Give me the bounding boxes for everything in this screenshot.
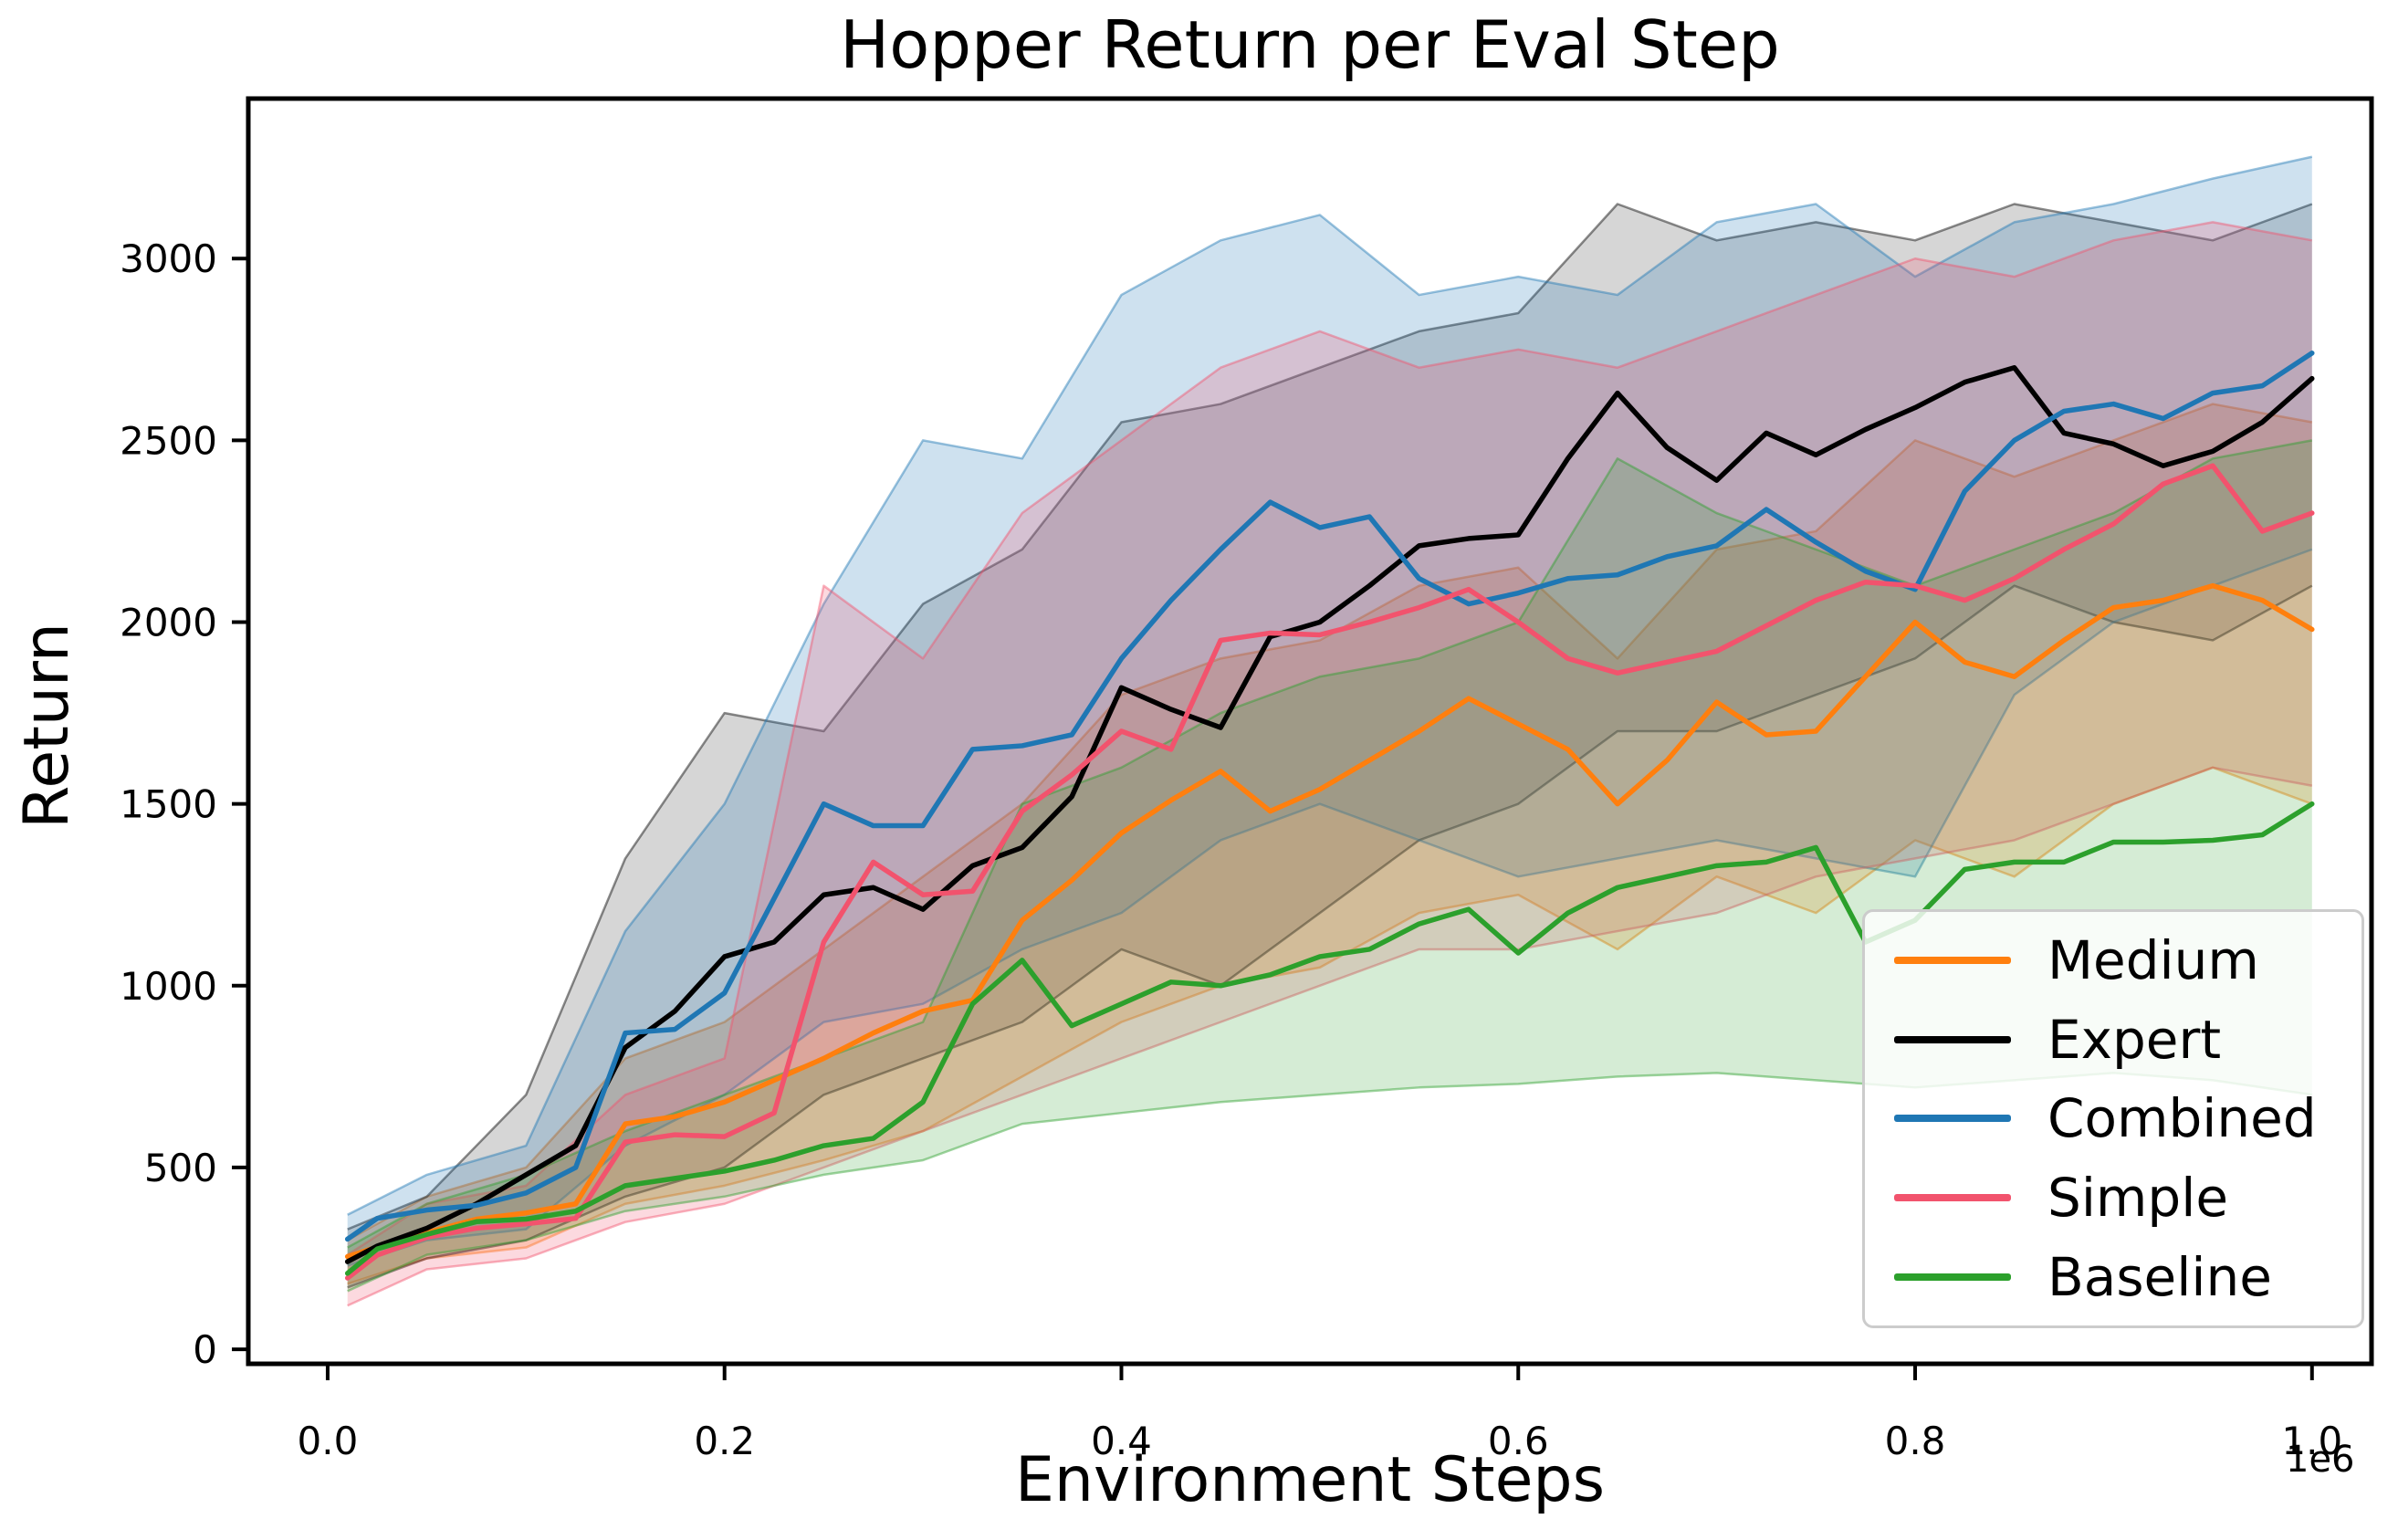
y-axis-label: Return xyxy=(11,623,83,829)
legend-swatch-expert xyxy=(1894,1035,2011,1043)
x-axis-offset-text: 1e6 xyxy=(2286,1439,2355,1481)
series-band-lower-edge-expert xyxy=(347,584,2313,1289)
series-band-lower-edge-combined xyxy=(347,548,2313,1267)
x-axis-label: Environment Steps xyxy=(1014,1444,1606,1516)
y-tick-label-1500: 1500 xyxy=(120,782,217,827)
legend-label-simple: Simple xyxy=(2047,1167,2229,1230)
x-tick-label-0.6: 0.6 xyxy=(1488,1419,1549,1463)
axes-spines xyxy=(246,96,2374,1367)
legend-swatch-medium xyxy=(1894,957,2011,965)
legend-label-medium: Medium xyxy=(2047,929,2259,992)
legend-item-medium: Medium xyxy=(1865,924,2361,997)
x-tick-label-0.8: 0.8 xyxy=(1885,1419,1946,1463)
series-band-upper-edge-simple xyxy=(347,221,2313,1256)
legend-label-combined: Combined xyxy=(2047,1087,2317,1150)
legend-label-baseline: Baseline xyxy=(2047,1245,2272,1308)
legend-item-combined: Combined xyxy=(1865,1082,2361,1155)
legend-swatch-simple xyxy=(1894,1194,2011,1202)
series-line-medium xyxy=(344,582,2315,1260)
y-tick-label-500: 500 xyxy=(144,1146,217,1190)
series-band-medium xyxy=(347,403,2312,1284)
series-line-expert xyxy=(344,364,2315,1264)
series-band-upper-edge-expert xyxy=(347,203,2313,1231)
y-tick-label-3000: 3000 xyxy=(120,236,217,281)
legend-swatch-baseline xyxy=(1894,1273,2011,1281)
series-band-expert xyxy=(347,204,2312,1288)
x-tick-label-0.4: 0.4 xyxy=(1091,1419,1152,1463)
y-tick-label-1000: 1000 xyxy=(120,964,217,1009)
series-band-upper-edge-combined xyxy=(347,155,2313,1216)
y-tick-label-0: 0 xyxy=(193,1327,217,1372)
series-line-baseline xyxy=(344,801,2315,1276)
y-tick-label-2500: 2500 xyxy=(120,418,217,463)
series-band-baseline xyxy=(347,440,2312,1292)
y-tick-label-2000: 2000 xyxy=(120,601,217,645)
legend-swatch-combined xyxy=(1894,1115,2011,1123)
legend: Medium Expert Combined Simple Baseline xyxy=(1862,909,2364,1328)
legend-item-expert: Expert xyxy=(1865,1003,2361,1076)
series-line-simple xyxy=(344,463,2315,1281)
series-line-combined xyxy=(344,351,2315,1242)
x-tick-label-0.2: 0.2 xyxy=(694,1419,755,1463)
chart-title: Hopper Return per Eval Step xyxy=(840,6,1780,83)
x-tick-label-1.0: 1.0 xyxy=(2281,1419,2342,1463)
series-band-combined xyxy=(347,156,2312,1266)
legend-item-simple: Simple xyxy=(1865,1161,2361,1234)
series-band-simple xyxy=(347,222,2312,1306)
series-band-upper-edge-medium xyxy=(347,403,2313,1241)
series-band-lower-edge-simple xyxy=(347,766,2313,1307)
x-tick-label-0.0: 0.0 xyxy=(298,1419,359,1463)
legend-label-expert: Expert xyxy=(2047,1008,2222,1071)
legend-item-baseline: Baseline xyxy=(1865,1241,2361,1314)
